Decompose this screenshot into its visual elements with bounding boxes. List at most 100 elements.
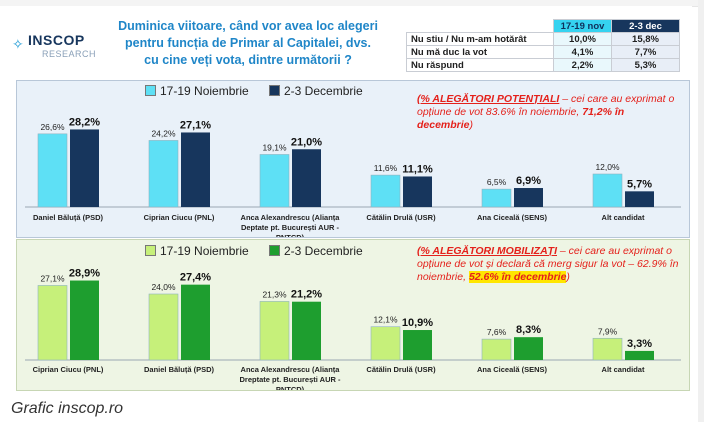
note-body: – cei care au exprimat o opțiune de vot … [417,93,675,118]
bar-dec [70,280,99,360]
bar-dec [181,132,210,207]
graphic-caption: Grafic inscop.ro [11,400,124,417]
category-label: Alt candidat [602,365,645,374]
mobilized-voters-chart: 27,1% 28,9% Ciprian Ciucu (PNL) 24,0% 27,4% D… [25,268,681,390]
legend-nov: 17-19 Noiembrie [145,84,249,98]
category-label: Ciprian Ciucu (PNL) [33,365,104,374]
bar-dec [292,301,321,360]
table-row-label: Nu mă duc la vot [406,45,554,59]
bar-value-label: 27,1% [180,119,211,131]
table-row: Nu răspund 2,2% 5,3% [406,58,680,72]
category-label: Ana Ciceală (SENS) [477,365,548,374]
table-cell-nov: 2,2% [553,58,612,72]
mobilized-voters-note: (% ALEGĂTORI MOBILIZAȚI – cei care au ex… [417,245,682,284]
bar-value-label: 3,3% [627,338,652,350]
bar-value-label: 27,1% [40,273,65,283]
bar-nov [592,337,623,361]
bar-value-label: 21,2% [291,289,322,301]
bar-value-label: 24,0% [151,282,176,292]
legend-label-dec: 2-3 Decembrie [284,84,363,98]
bar-dec [292,149,321,207]
page-scrollbar[interactable] [698,0,704,422]
bar-nov [259,301,290,361]
category-label: Alt candidat [602,213,645,222]
bar-value-label: 10,9% [402,317,433,329]
table-header-blank [407,20,554,33]
table-cell-dec: 7,7% [611,45,680,59]
table-row: Nu stiu / Nu m-am hotărât 10,0% 15,8% [406,32,680,46]
potential-voters-chart: 26,6% 28,2% Daniel Băluță (PSD) 24,2% 27,1% C… [25,116,681,237]
bar-value-label: 12,1% [373,315,398,325]
legend-swatch-dec [269,245,280,256]
category-label: PNȚCD) [276,385,305,390]
bar-value-label: 11,1% [402,163,433,175]
bar-dec [625,350,654,360]
note-head: (% ALEGĂTORI POTENȚIALI [417,93,560,105]
bar-nov [148,293,179,361]
bar-value-label: 6,5% [487,177,507,187]
bar-dec [403,176,432,207]
bar-dec [181,284,210,360]
legend-swatch-dec [269,85,280,96]
bar-nov [370,174,401,208]
legend-nov: 17-19 Noiembrie [145,244,249,258]
legend-label-nov: 17-19 Noiembrie [160,244,249,258]
bar-nov [370,326,401,361]
bar-nov [148,140,179,208]
category-label: Cătălin Drulă (USR) [366,365,436,374]
bar-value-label: 12,0% [595,162,620,172]
legend-swatch-nov [145,245,156,256]
bar-value-label: 7,9% [598,326,618,336]
category-label: Dreptate pt. București AUR - [240,375,341,384]
table-cell-dec: 15,8% [611,32,680,46]
note-tail: ) [469,119,474,131]
legend-label-nov: 17-19 Noiembrie [160,84,249,98]
bar-value-label: 24,2% [151,128,176,138]
mobilized-voters-panel: 17-19 Noiembrie 2-3 Decembrie (% ALEGĂTO… [16,239,690,391]
bar-value-label: 21,0% [291,136,322,148]
category-label: Ciprian Ciucu (PNL) [144,213,215,222]
logo-mark-icon: ✧ [12,36,24,52]
table-cell-nov: 4,1% [553,45,612,59]
category-label: Daniel Băluță (PSD) [33,213,104,222]
category-label: Anca Alexandrescu (Alianța [241,365,341,374]
category-label: PNȚCD) [276,233,305,237]
table-col-dec: 2-3 dec [611,19,680,33]
potential-voters-note: (% ALEGĂTORI POTENȚIALI – cei care au ex… [417,93,682,132]
undecided-table: 17-19 nov 2-3 dec Nu stiu / Nu m-am hotă… [406,19,680,72]
note-highlight: 52.6% în decembrie [468,271,567,283]
category-label: Anca Alexandrescu (Alianța [241,213,341,222]
bar-dec [514,337,543,360]
bar-dec [70,129,99,207]
bar-nov [481,188,512,208]
note-highlight: 71,2% în decembrie [417,106,625,131]
legend-label-dec: 2-3 Decembrie [284,244,363,258]
bar-nov [481,338,512,361]
legend-swatch-nov [145,85,156,96]
bar-value-label: 27,4% [180,272,211,284]
potential-voters-panel: 17-19 Noiembrie 2-3 Decembrie (% ALEGĂTO… [16,80,690,238]
bar-value-label: 11,6% [374,163,398,173]
bar-value-label: 8,3% [516,324,541,336]
table-cell-dec: 5,3% [611,58,680,72]
table-col-nov: 17-19 nov [553,19,612,33]
legend-dec: 2-3 Decembrie [269,84,363,98]
bar-value-label: 26,6% [40,122,65,132]
bar-value-label: 5,7% [627,178,652,190]
survey-question: Duminica viitoare, când vor avea loc ale… [118,19,378,67]
poll-graphic: ✧ INSCOP RESEARCH Duminica viitoare, cân… [0,6,692,392]
bar-value-label: 28,2% [69,116,100,128]
logo-name: INSCOP [28,32,85,48]
table-row: Nu mă duc la vot 4,1% 7,7% [406,45,680,59]
bar-value-label: 21,3% [262,289,287,299]
bar-value-label: 28,9% [69,268,100,280]
bar-nov [37,285,68,361]
table-row-label: Nu răspund [406,58,554,72]
legend-dec: 2-3 Decembrie [269,244,363,258]
bar-dec [514,188,543,207]
category-label: Ana Ciceală (SENS) [477,213,548,222]
bar-dec [625,191,654,207]
note-head: (% ALEGĂTORI MOBILIZAȚI [417,245,557,257]
bar-dec [403,330,432,360]
bar-nov [259,154,290,208]
